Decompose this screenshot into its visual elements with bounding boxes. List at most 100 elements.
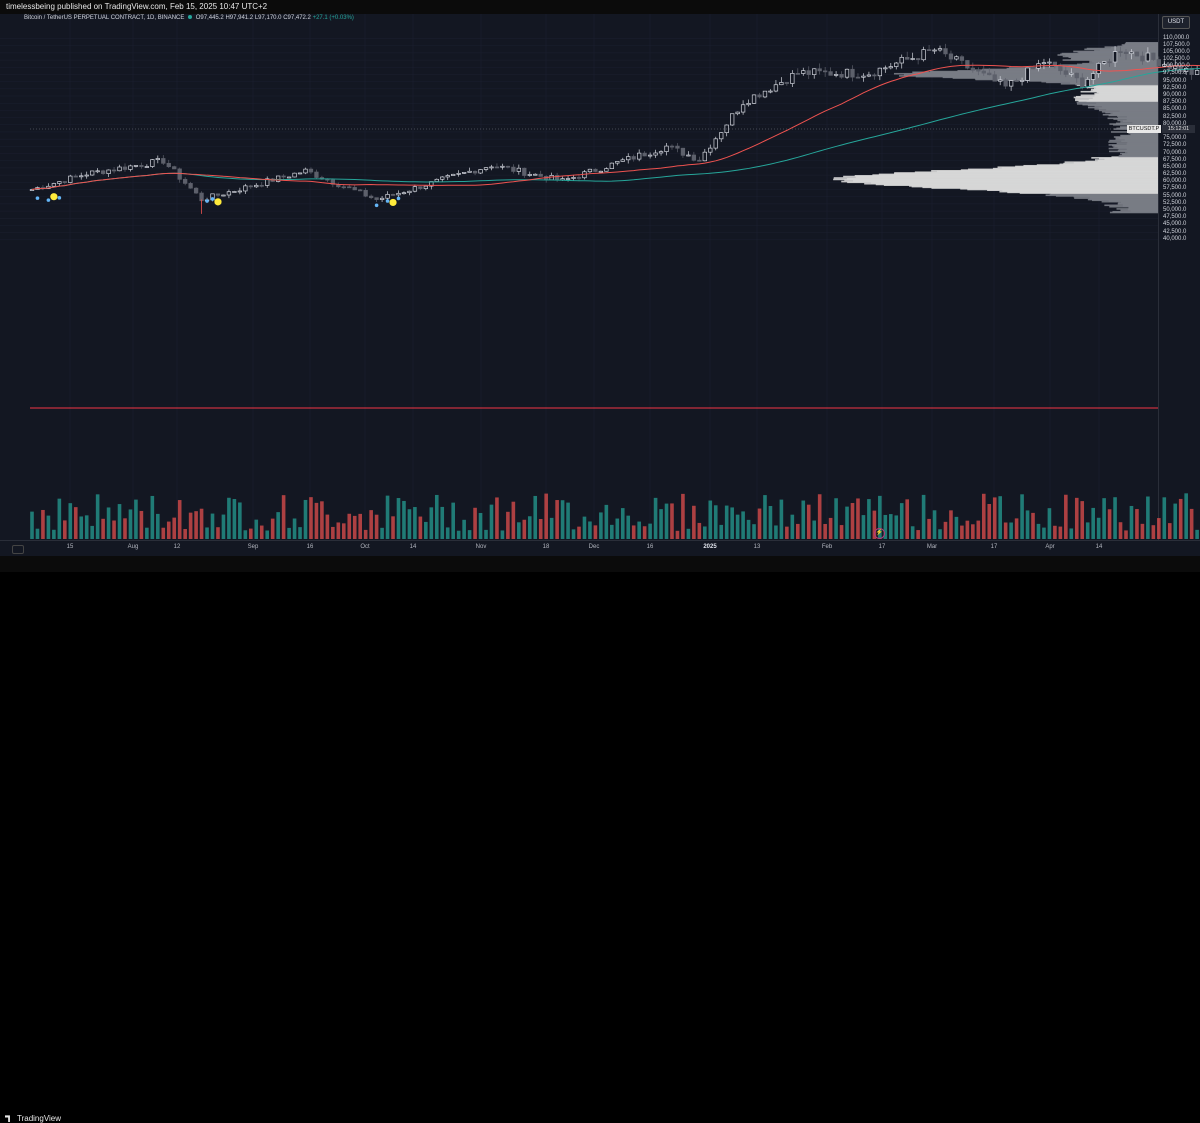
time-axis-settings-button[interactable] bbox=[12, 545, 24, 554]
candle-body bbox=[1096, 63, 1101, 74]
volume-bar bbox=[1129, 505, 1134, 539]
volume-bar bbox=[610, 524, 614, 539]
price-label: 40,000.0 bbox=[1163, 235, 1187, 242]
volume-bar bbox=[396, 498, 401, 539]
candle-body bbox=[232, 191, 237, 193]
candle-body bbox=[779, 82, 784, 86]
candle-body bbox=[527, 174, 532, 176]
signal-dot bbox=[374, 203, 379, 208]
volume-bar bbox=[670, 503, 674, 539]
time-label: 15 bbox=[66, 544, 74, 550]
volume-bar bbox=[150, 495, 155, 539]
volume-bar bbox=[30, 511, 34, 539]
candle-body bbox=[987, 72, 992, 76]
candle-body bbox=[926, 49, 932, 51]
volume-bar bbox=[517, 522, 521, 539]
volume-bar bbox=[522, 519, 527, 539]
volume-bar bbox=[341, 523, 346, 539]
candle-body bbox=[1129, 51, 1134, 54]
volume-bar bbox=[998, 496, 1002, 539]
volume-bar bbox=[697, 522, 702, 539]
candle-body bbox=[702, 151, 707, 162]
candle-body bbox=[932, 49, 937, 52]
candle-body bbox=[183, 178, 188, 184]
footer: TradingView bbox=[0, 556, 1200, 1123]
candle-body bbox=[188, 183, 193, 189]
candle-body bbox=[1085, 79, 1090, 88]
candle-body bbox=[434, 178, 439, 182]
candle-body bbox=[1107, 61, 1112, 64]
candle-body bbox=[992, 74, 997, 82]
volume-bar bbox=[467, 530, 472, 539]
volume-bar bbox=[571, 529, 576, 539]
candle-body bbox=[221, 194, 226, 197]
price-label: 67,500.0 bbox=[1163, 156, 1187, 163]
volume-bar bbox=[752, 524, 756, 539]
symbol-title[interactable]: Bitcoin / TetherUS PERPETUAL CONTRACT, 1… bbox=[24, 15, 185, 21]
volume-bar bbox=[445, 527, 450, 539]
candle-body bbox=[193, 187, 199, 194]
candle-body bbox=[1118, 51, 1123, 53]
volume-bar bbox=[790, 514, 795, 539]
volume-bar bbox=[270, 518, 275, 539]
volume-bar bbox=[385, 495, 390, 539]
volume-bar bbox=[916, 530, 920, 539]
signal-dot bbox=[396, 196, 401, 201]
price-axis[interactable] bbox=[1158, 14, 1200, 540]
volume-bar bbox=[35, 528, 40, 539]
candle-body bbox=[762, 90, 768, 98]
candle-body bbox=[970, 67, 975, 71]
candle-body bbox=[757, 94, 762, 98]
candle-body bbox=[637, 152, 642, 160]
volume-bar bbox=[631, 525, 636, 539]
candle-body bbox=[1069, 72, 1074, 75]
signal-dot-large bbox=[389, 198, 397, 207]
price-label: 42,500.0 bbox=[1163, 228, 1187, 235]
candle-body bbox=[604, 168, 609, 172]
currency-badge[interactable]: USDT bbox=[1162, 16, 1190, 29]
volume-bar bbox=[1042, 527, 1046, 539]
volume-bar bbox=[620, 508, 625, 539]
volume-bar bbox=[549, 517, 554, 539]
bar-countdown: 15:12:01 bbox=[1162, 125, 1195, 133]
candle-body bbox=[565, 178, 571, 180]
candle-body bbox=[423, 185, 428, 189]
time-label: 2025 bbox=[703, 544, 717, 550]
candle-body bbox=[352, 187, 357, 191]
volume-bar bbox=[95, 494, 100, 539]
volume-bar bbox=[1173, 503, 1178, 539]
price-label: 107,500.0 bbox=[1163, 41, 1190, 48]
candle-body bbox=[795, 73, 800, 75]
candle-body bbox=[177, 168, 182, 180]
chart-pane[interactable] bbox=[0, 14, 1158, 540]
price-label: 50,000.0 bbox=[1163, 207, 1187, 214]
volume-bar bbox=[216, 527, 220, 539]
candle-body bbox=[1008, 80, 1014, 87]
volume-bar bbox=[1167, 523, 1172, 539]
candle-body bbox=[1134, 51, 1140, 57]
volume-bar bbox=[221, 514, 226, 539]
volume-bar bbox=[451, 502, 455, 539]
candle-body bbox=[226, 191, 232, 196]
candle-body bbox=[669, 145, 675, 148]
volume-bar bbox=[1113, 497, 1117, 539]
ohlc-close: C97,472.2 bbox=[283, 15, 311, 21]
volume-bar bbox=[46, 515, 51, 539]
status-dot-icon bbox=[188, 15, 193, 19]
volume-bar bbox=[101, 518, 105, 539]
volume-bar bbox=[232, 499, 237, 539]
volume-bar bbox=[90, 525, 94, 539]
volume-bar bbox=[703, 526, 707, 539]
candle-body bbox=[850, 68, 855, 78]
volume-bar bbox=[1036, 523, 1041, 539]
candle-body bbox=[122, 166, 128, 170]
volume-bar bbox=[276, 512, 280, 539]
candle-body bbox=[883, 67, 888, 70]
volume-bar bbox=[1107, 509, 1112, 539]
volume-bar bbox=[555, 500, 559, 539]
price-label: 75,000.0 bbox=[1163, 135, 1187, 142]
time-axis[interactable] bbox=[0, 540, 1200, 557]
candle-body bbox=[686, 154, 691, 157]
replay-icon[interactable]: ⚡ bbox=[874, 528, 885, 539]
candle-body bbox=[237, 190, 243, 193]
